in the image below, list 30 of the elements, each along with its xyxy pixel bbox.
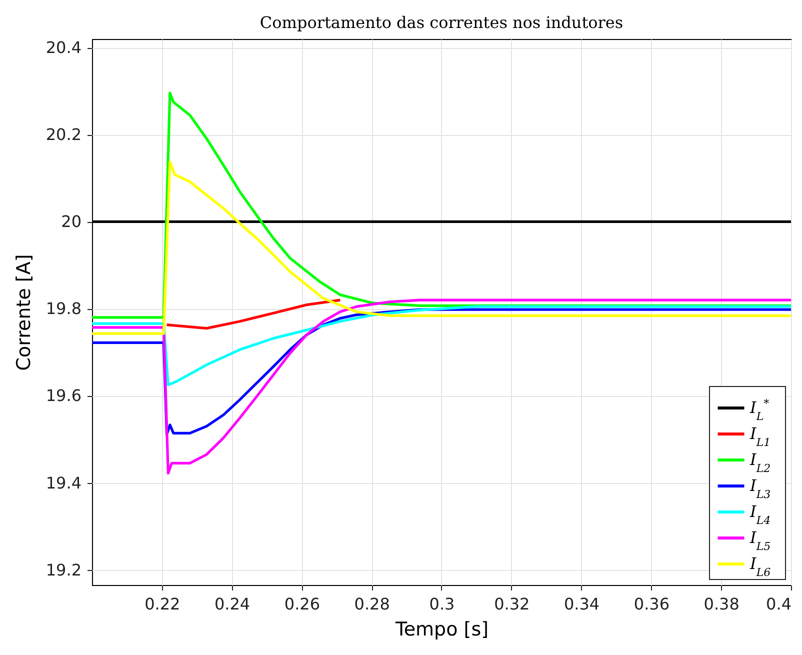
x-tick-label: 0.22 [144, 594, 180, 614]
legend-label: I$_{L3}$ [749, 476, 771, 500]
legend-label: I$_{L4}$ [749, 502, 771, 526]
line-series [165, 298, 342, 330]
y-tick-label: 19.4 [46, 473, 82, 492]
line-series [92, 298, 791, 474]
legend-label: I$_{L2}$ [749, 450, 771, 474]
y-tick-label: 20.2 [46, 125, 82, 144]
line-series [92, 305, 791, 386]
x-tick-label: 0.26 [284, 594, 320, 614]
y-tick-label: 20 [61, 212, 82, 232]
x-tick-label: 0.36 [634, 594, 670, 614]
y-tick-label: 19.6 [46, 386, 82, 406]
line-series [92, 160, 791, 335]
y-tick-label: 19.2 [46, 560, 82, 580]
y-axis-title: Corrente [A] [12, 254, 35, 371]
y-tick-label: 20.4 [46, 38, 82, 58]
legend-label: I$_{L1}$ [749, 424, 771, 448]
legend-label: I$_{L6}$ [749, 554, 771, 578]
x-tick-label: 0.38 [704, 594, 740, 614]
legend-label: I$_{L5}$ [749, 528, 771, 552]
x-tick-label: 0.3 [429, 594, 455, 614]
chart-title: Comportamento das correntes nos indutores [260, 13, 624, 32]
x-tick-label: 0.28 [354, 594, 390, 614]
x-tick-label: 0.32 [494, 594, 530, 614]
x-tick-label: 0.34 [564, 594, 600, 614]
y-tick-label: 19.8 [46, 299, 82, 318]
x-axis-title: Tempo [s] [394, 618, 489, 640]
x-tick-label: 0.4 [766, 594, 792, 614]
x-tick-label: 0.24 [214, 594, 250, 614]
